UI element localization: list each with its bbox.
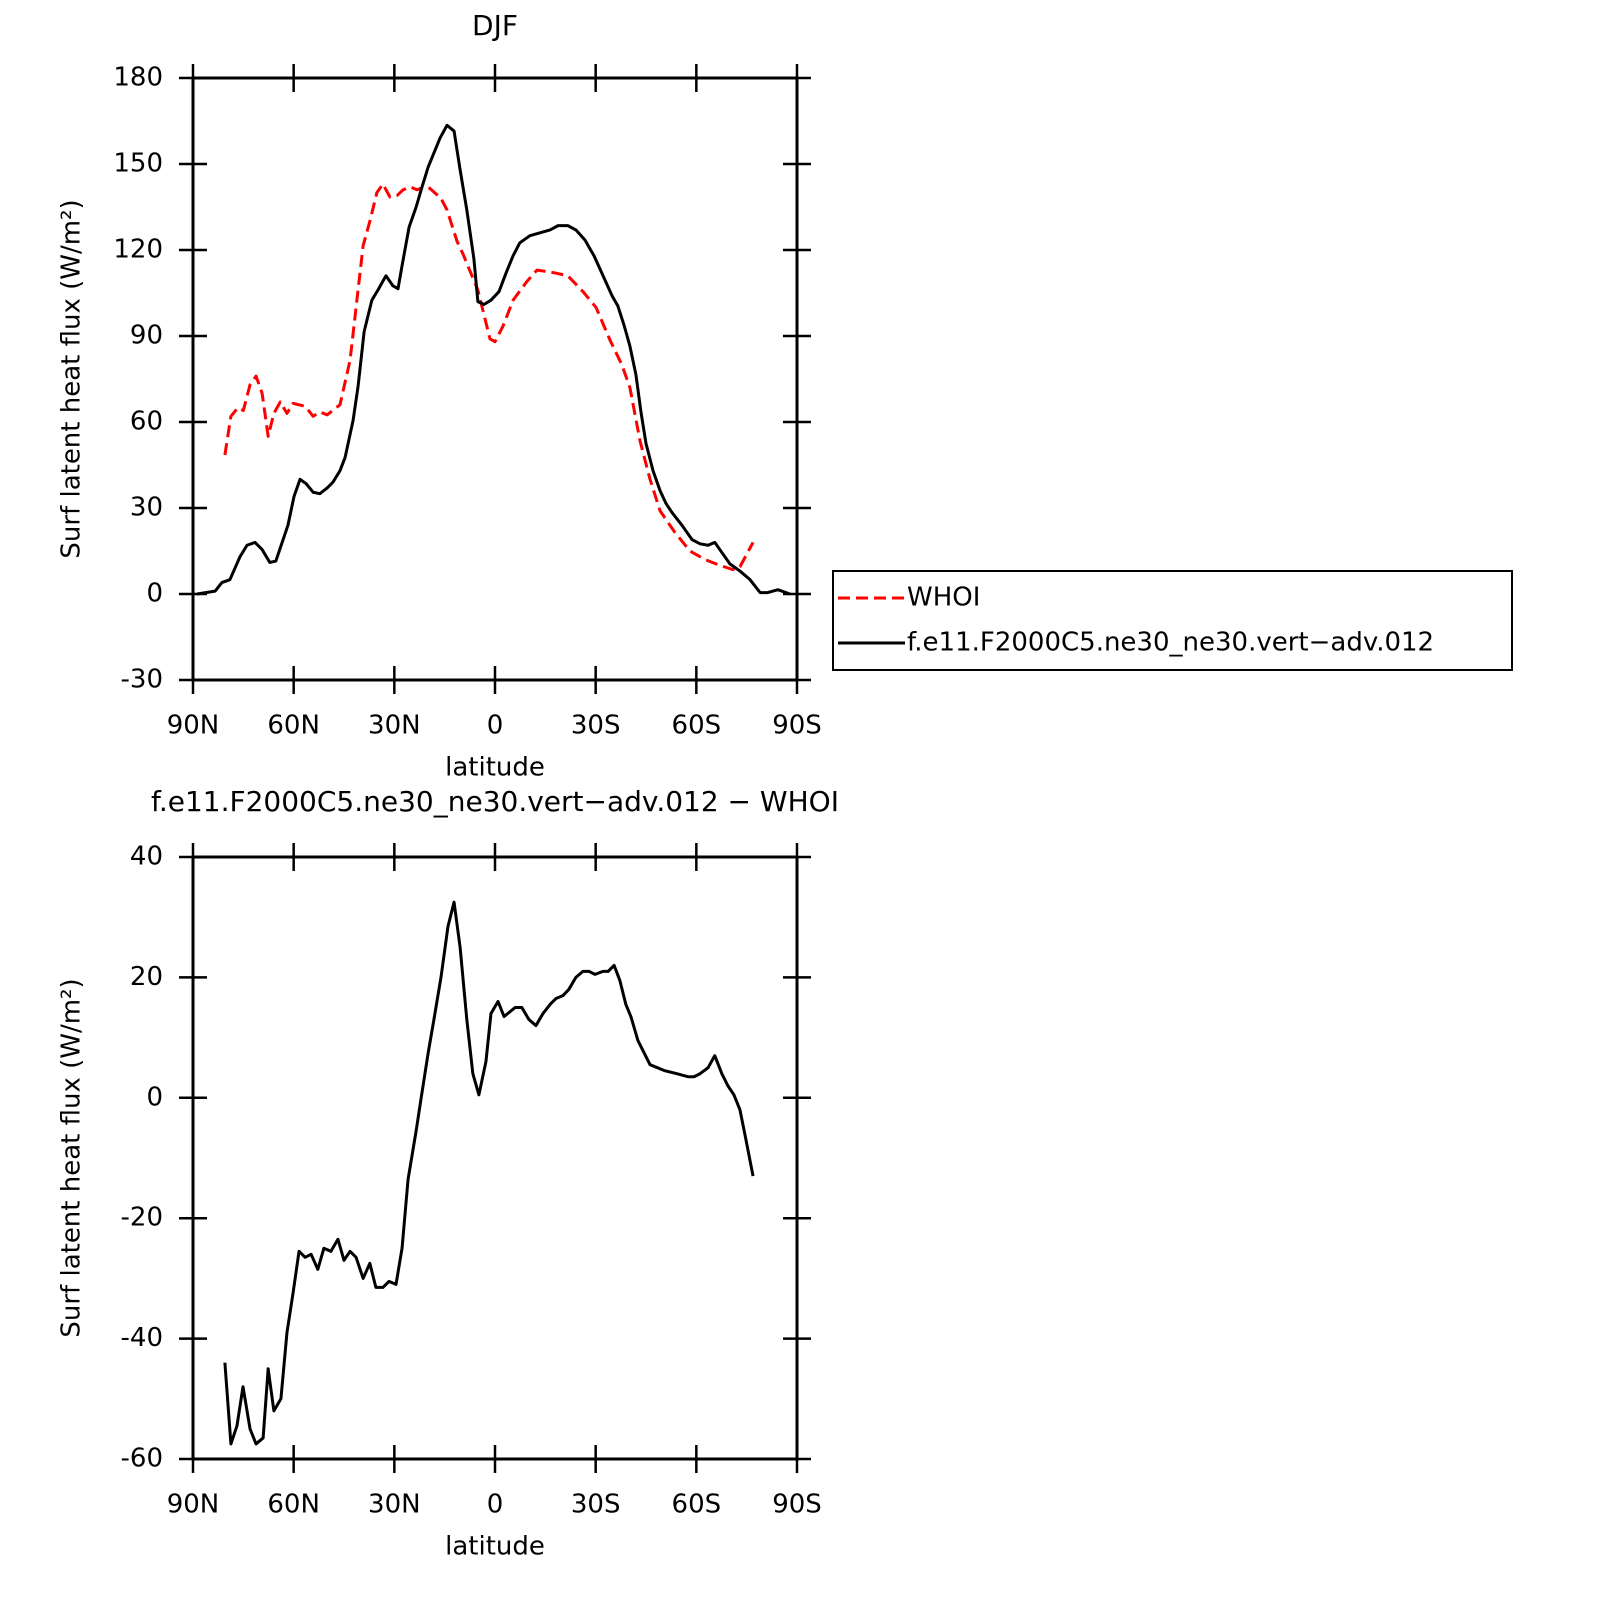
y-tick-label: 90: [130, 321, 163, 351]
legend-box: [832, 570, 1513, 671]
y-tick-label: -30: [121, 665, 163, 695]
data-line: [223, 900, 755, 1446]
y-tick-label: 40: [130, 842, 163, 872]
chart-title: DJF: [472, 9, 518, 42]
y-axis-label: Surf latent heat flux (W/m²): [57, 978, 87, 1337]
x-tick-label: 30N: [368, 1490, 421, 1520]
x-tick-label: 30S: [571, 1490, 621, 1520]
plot-frame: [191, 76, 799, 682]
x-tick-label: 90N: [167, 1490, 220, 1520]
x-tick-label: 60N: [267, 711, 320, 741]
data-line: [223, 182, 755, 572]
y-tick-label: -20: [121, 1203, 163, 1233]
chart-title: f.e11.F2000C5.ne30_ne30.vert−adv.012 − W…: [151, 785, 839, 818]
x-tick-label: 60S: [672, 1490, 722, 1520]
panel: DJF -30 0 30 60 90 120 150 180 90N 60N 30N 0 30S 60S 90…: [57, 9, 1513, 783]
y-tick-label: 180: [113, 63, 163, 93]
x-tick-label: 30N: [368, 711, 421, 741]
panel: f.e11.F2000C5.ne30_ne30.vert−adv.012 − W…: [57, 785, 839, 1562]
y-tick-label: 120: [113, 235, 163, 265]
x-tick-label: 90S: [772, 711, 822, 741]
y-tick-label: 150: [113, 149, 163, 179]
y-tick-label: -40: [121, 1323, 163, 1353]
x-tick-label: 60N: [267, 1490, 320, 1520]
legend-label: WHOI: [907, 583, 980, 613]
x-tick-label: 90S: [772, 1490, 822, 1520]
x-tick-label: 60S: [672, 711, 722, 741]
y-tick-label: 20: [130, 962, 163, 992]
x-tick-label: 0: [487, 711, 504, 741]
x-tick-label: 90N: [167, 711, 220, 741]
x-axis-label: latitude: [445, 753, 545, 783]
x-tick-label: 0: [487, 1490, 504, 1520]
y-tick-label: 30: [130, 493, 163, 523]
x-axis-label: latitude: [445, 1532, 545, 1562]
legend: WHOI f.e11.F2000C5.ne30_ne30.vert−adv.012: [832, 570, 1513, 671]
y-tick-label: -60: [121, 1444, 163, 1474]
y-tick-label: 60: [130, 407, 163, 437]
legend-label: f.e11.F2000C5.ne30_ne30.vert−adv.012: [907, 628, 1434, 658]
y-tick-label: 0: [146, 1082, 163, 1112]
x-tick-label: 30S: [571, 711, 621, 741]
data-line: [196, 123, 791, 596]
y-tick-label: 0: [146, 579, 163, 609]
y-axis-label: Surf latent heat flux (W/m²): [57, 199, 87, 558]
